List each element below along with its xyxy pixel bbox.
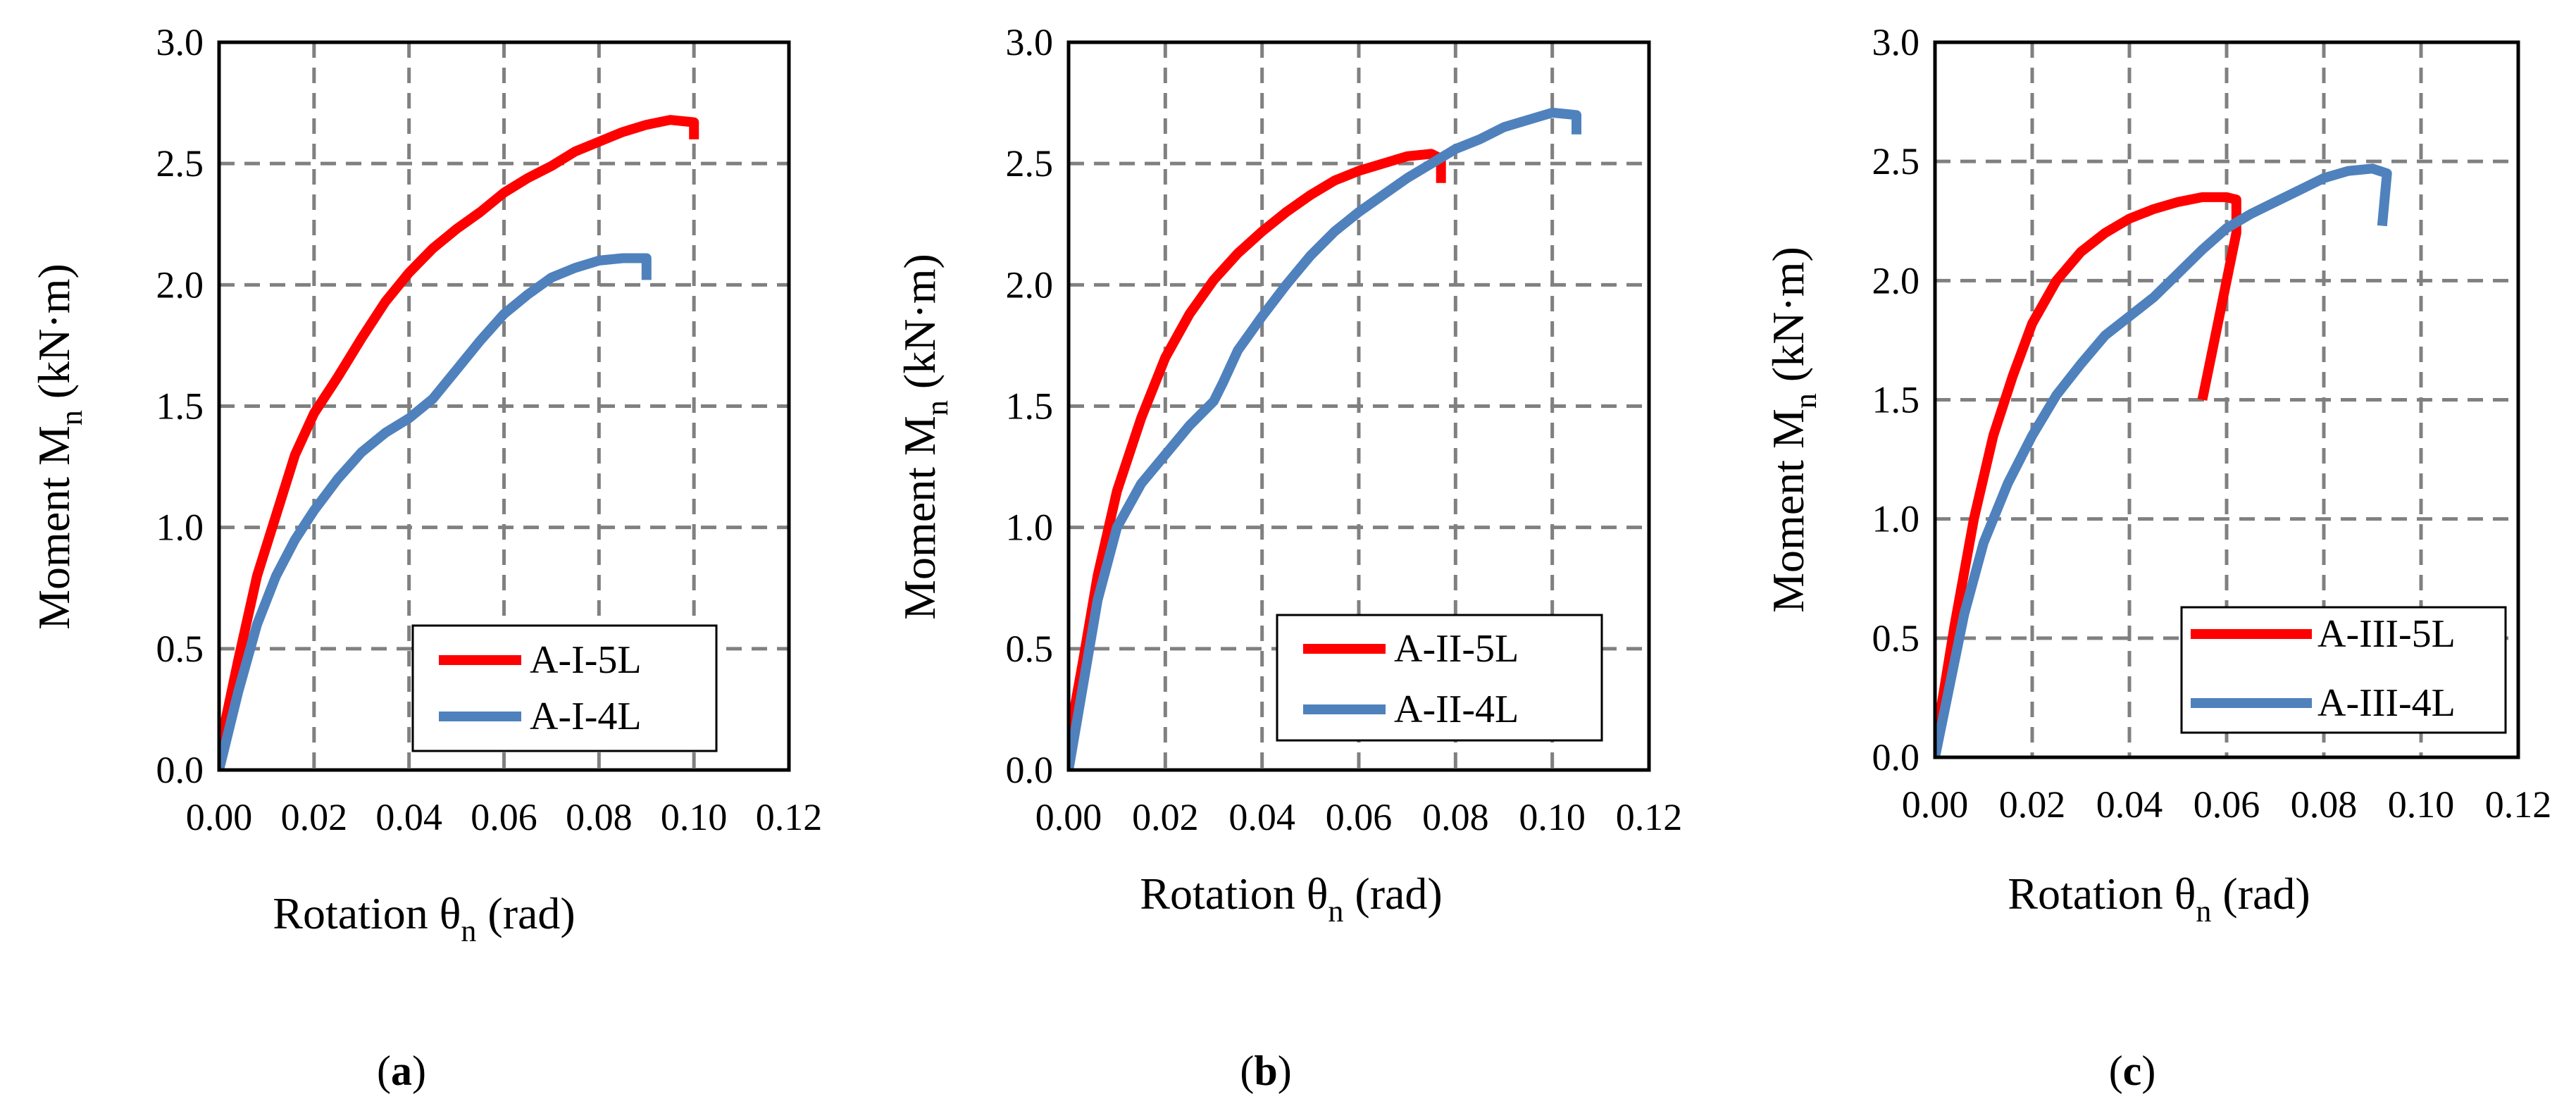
panel-b: 0.00 0.02 0.04 0.06 0.08 0.10 0.12 0.0 0.5 1.0 1.… — [895, 21, 1682, 1094]
panel-a-legend-label-4l: A-I-4L — [530, 695, 642, 738]
panel-a-y-tick-label: 2.0 — [156, 263, 204, 306]
panel-c-legend-box — [2180, 606, 2507, 734]
panel-b-y-tick-label: 2.5 — [1006, 142, 1054, 185]
panel-b-x-tick-label: 0.08 — [1422, 796, 1489, 838]
panel-c-x-tick-label: 0.10 — [2388, 783, 2455, 826]
panel-a-y-tick-labels: 0.0 0.5 1.0 1.5 2.0 2.5 3.0 — [156, 21, 204, 791]
panel-a: 0.00 0.02 0.04 0.06 0.08 0.10 0.12 0.0 0.5 1.0 1.… — [29, 21, 822, 1094]
panel-a-caption: (a) — [377, 1048, 426, 1094]
panel-b-legend: A-II-5L A-II-4L — [1276, 614, 1603, 742]
panel-c-y-tick-label: 1.0 — [1872, 498, 1920, 540]
panel-c-y-axis-label: Moment Mn (kN·m) — [1763, 247, 1823, 613]
panel-a-series-a-i-5l — [219, 115, 699, 752]
panel-c-x-tick-label: 0.08 — [2291, 783, 2358, 826]
panel-c-legend-label-5l: A-III-5L — [2317, 612, 2456, 656]
panel-b-caption: (b) — [1240, 1048, 1291, 1094]
panel-c-x-tick-label: 0.04 — [2096, 783, 2163, 826]
panel-b-x-tick-label: 0.06 — [1326, 796, 1393, 838]
panel-a-x-tick-label: 0.12 — [756, 796, 823, 838]
panel-a-x-tick-label: 0.04 — [375, 796, 442, 838]
panel-b-legend-box — [1276, 614, 1603, 742]
panel-c-y-tick-label: 0.5 — [1872, 617, 1920, 659]
panel-a-y-tick-label: 2.5 — [156, 142, 204, 185]
panel-c-legend: A-III-5L A-III-4L — [2180, 606, 2507, 734]
panel-a-x-tick-labels: 0.00 0.02 0.04 0.06 0.08 0.10 0.12 — [186, 796, 823, 838]
panel-a-series — [219, 115, 699, 770]
panel-c-x-tick-label: 0.02 — [1999, 783, 2066, 826]
panel-b-x-axis-label: Rotation θn (rad) — [1140, 869, 1442, 928]
panel-b-series-a-ii-5l — [1069, 149, 1446, 742]
panel-c-y-tick-label: 0.0 — [1872, 736, 1920, 778]
panel-b-x-tick-label: 0.00 — [1035, 796, 1102, 838]
panel-c-x-tick-label: 0.06 — [2194, 783, 2260, 826]
panel-c-x-tick-label: 0.12 — [2485, 783, 2552, 826]
panel-c-y-tick-label: 1.5 — [1872, 379, 1920, 421]
panel-c-x-tick-labels: 0.00 0.02 0.04 0.06 0.08 0.10 0.12 — [1902, 783, 2552, 826]
panel-c-x-axis-label: Rotation θn (rad) — [2008, 869, 2310, 928]
panel-a-y-tick-label: 1.0 — [156, 507, 204, 549]
panel-b-x-tick-label: 0.10 — [1519, 796, 1586, 838]
panel-b-x-tick-labels: 0.00 0.02 0.04 0.06 0.08 0.10 0.12 — [1035, 796, 1683, 838]
panel-a-y-tick-label: 1.5 — [156, 385, 204, 428]
panel-b-x-tick-label: 0.12 — [1616, 796, 1683, 838]
panel-b-y-tick-label: 1.5 — [1006, 385, 1054, 428]
panel-b-y-tick-label: 0.0 — [1006, 749, 1054, 791]
panel-a-y-tick-label: 0.5 — [156, 628, 204, 670]
panel-b-y-axis-label: Moment Mn (kN·m) — [895, 254, 954, 620]
panel-c-y-tick-label: 3.0 — [1872, 21, 1920, 63]
panel-c-y-tick-labels: 0.0 0.5 1.0 1.5 2.0 2.5 3.0 — [1872, 21, 1920, 778]
panel-b-x-tick-label: 0.02 — [1132, 796, 1199, 838]
panel-c-series — [1935, 163, 2392, 757]
panel-a-y-tick-label: 0.0 — [156, 749, 204, 791]
panel-b-legend-label-5l: A-II-5L — [1394, 627, 1519, 671]
panel-a-plot-frame — [217, 40, 791, 772]
panel-b-plot-frame — [1066, 40, 1651, 772]
panel-a-x-tick-label: 0.00 — [186, 796, 253, 838]
panel-b-y-tick-labels: 0.0 0.5 1.0 1.5 2.0 2.5 3.0 — [1006, 21, 1054, 791]
panel-a-x-tick-label: 0.10 — [661, 796, 728, 838]
panel-c-y-tick-label: 2.5 — [1872, 140, 1920, 182]
panel-a-y-tick-label: 3.0 — [156, 21, 204, 63]
panel-b-y-tick-label: 2.0 — [1006, 263, 1054, 306]
panel-b-legend-label-4l: A-II-4L — [1394, 688, 1519, 731]
panel-c-y-tick-label: 2.0 — [1872, 259, 1920, 302]
panel-b-series — [1069, 107, 1581, 770]
panel-c-series-a-iii-5l — [1935, 192, 2241, 747]
panel-c-x-tick-label: 0.00 — [1902, 783, 1969, 826]
panel-a-y-axis-label: Moment Mn (kN·m) — [29, 263, 89, 630]
panel-b-series-a-ii-4l — [1069, 107, 1581, 770]
panel-c-series-a-iii-4l — [1935, 163, 2392, 757]
panel-b-x-tick-label: 0.04 — [1228, 796, 1295, 838]
panel-a-x-tick-label: 0.08 — [566, 796, 633, 838]
panel-b-y-tick-label: 1.0 — [1006, 507, 1054, 549]
panel-a-series-a-i-4l — [219, 253, 652, 770]
panel-b-y-tick-label: 3.0 — [1006, 21, 1054, 63]
panel-a-legend-label-5l: A-I-5L — [530, 638, 642, 682]
panel-b-y-tick-label: 0.5 — [1006, 628, 1054, 670]
panel-c: 0.00 0.02 0.04 0.06 0.08 0.10 0.12 0.0 0.5 1.0 1.… — [1763, 21, 2551, 1094]
panel-a-legend-box — [411, 624, 718, 752]
panel-a-x-axis-label: Rotation θn (rad) — [273, 888, 575, 948]
panel-a-legend: A-I-5L A-I-4L — [411, 624, 718, 752]
panel-c-legend-label-4l: A-III-4L — [2317, 681, 2456, 725]
panel-a-x-tick-label: 0.06 — [471, 796, 537, 838]
panel-c-plot-frame — [1933, 40, 2520, 759]
panel-a-x-tick-label: 0.02 — [281, 796, 348, 838]
panel-c-caption: (c) — [2109, 1048, 2156, 1094]
